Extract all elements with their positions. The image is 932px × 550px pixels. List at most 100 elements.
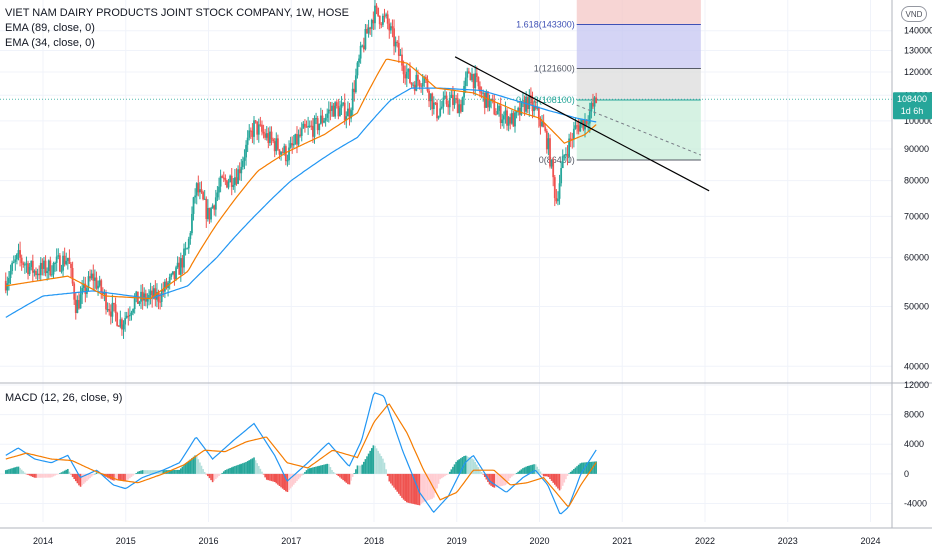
- candle: [440, 100, 443, 110]
- candle: [106, 302, 109, 313]
- candle-body: [421, 82, 424, 87]
- candle-body: [221, 176, 224, 178]
- macd-histogram-bar: [533, 464, 535, 474]
- macd-histogram-bar: [549, 473, 551, 479]
- macd-histogram-bar: [180, 468, 182, 474]
- candle: [488, 94, 491, 112]
- candle-body: [89, 276, 92, 279]
- candle: [138, 300, 141, 307]
- candle-body: [179, 258, 182, 275]
- macd-y-tick-label: 8000: [904, 410, 924, 420]
- macd-histogram-bar: [12, 467, 15, 474]
- candle: [380, 22, 383, 29]
- macd-histogram-bar: [313, 467, 316, 474]
- candle-body: [135, 291, 138, 299]
- macd-histogram-bar: [173, 469, 176, 474]
- candle-body: [105, 292, 107, 310]
- candle: [272, 137, 275, 144]
- macd-histogram-bar: [472, 459, 475, 474]
- candle: [41, 258, 44, 276]
- candle-body: [183, 248, 185, 268]
- macd-histogram-bar: [151, 470, 153, 474]
- candle-body: [572, 128, 575, 140]
- candle-body: [6, 283, 9, 291]
- candle-body: [84, 283, 87, 294]
- candle-body: [574, 125, 577, 129]
- macd-histogram-bar: [563, 473, 566, 483]
- candle-body: [284, 146, 287, 162]
- x-tick-label: 2024: [860, 536, 880, 546]
- candle: [496, 102, 499, 115]
- macd-histogram-bar: [328, 464, 330, 474]
- candle-body: [65, 260, 68, 265]
- candle: [571, 132, 574, 149]
- candle-body: [248, 130, 251, 138]
- candle-body: [208, 207, 211, 220]
- macd-histogram-bar: [525, 466, 527, 474]
- candle-body: [184, 248, 187, 250]
- candle: [289, 136, 292, 149]
- candle-body: [237, 169, 239, 184]
- candle: [308, 120, 311, 128]
- macd-histogram-bar: [340, 473, 343, 479]
- macd-histogram-bar: [304, 471, 306, 474]
- currency-badge[interactable]: VND: [901, 6, 927, 22]
- macd-histogram-bar: [401, 473, 403, 498]
- candle-body: [334, 102, 337, 117]
- macd-histogram-bar: [51, 473, 53, 478]
- macd-histogram-bar: [574, 467, 577, 474]
- candle: [536, 101, 539, 111]
- macd-histogram-bar: [39, 473, 42, 478]
- candle-body: [38, 273, 41, 276]
- macd-histogram-bar: [248, 460, 251, 474]
- candle-body: [163, 281, 166, 292]
- candle: [229, 174, 232, 183]
- candle-body: [127, 315, 130, 317]
- candle-body: [429, 93, 432, 102]
- candle-body: [420, 85, 423, 87]
- candle: [348, 102, 351, 126]
- candle: [235, 168, 238, 186]
- candle: [483, 92, 486, 115]
- candle: [125, 311, 128, 319]
- candle: [364, 23, 367, 51]
- macd-histogram-bar: [442, 473, 445, 478]
- candle-body: [121, 319, 123, 330]
- candle-body: [238, 169, 241, 174]
- candle-body: [267, 133, 270, 143]
- macd-histogram-bar: [129, 473, 131, 479]
- candle-body: [423, 77, 426, 83]
- macd-histogram-bar: [47, 473, 50, 478]
- candle-body: [30, 260, 33, 267]
- macd-histogram-bar: [595, 461, 597, 474]
- candle-body: [159, 301, 162, 303]
- candle: [146, 293, 149, 309]
- macd-histogram-bar: [495, 473, 497, 488]
- candle: [475, 66, 478, 83]
- candle: [9, 264, 12, 285]
- candle-body: [205, 198, 208, 219]
- candle: [259, 116, 262, 127]
- candle: [116, 311, 119, 327]
- macd-histogram-bar: [222, 471, 225, 474]
- macd-histogram-bar: [520, 469, 523, 474]
- macd-histogram-bar: [265, 473, 268, 480]
- macd-histogram-bar: [194, 455, 196, 474]
- candle: [202, 190, 204, 201]
- candle: [469, 72, 472, 81]
- candle-body: [340, 104, 343, 108]
- candle: [66, 257, 69, 270]
- macd-histogram-bar: [210, 473, 212, 481]
- candle: [347, 101, 349, 117]
- candle-body: [281, 151, 284, 153]
- candle: [95, 271, 98, 290]
- macd-histogram-bar: [168, 470, 171, 474]
- candle-body: [70, 263, 72, 269]
- candle-body: [178, 262, 181, 275]
- macd-histogram-bar: [329, 467, 332, 474]
- candle: [39, 257, 42, 282]
- candle-body: [588, 111, 591, 124]
- candle-body: [173, 271, 176, 280]
- candle: [20, 254, 23, 271]
- candle-body: [249, 130, 252, 132]
